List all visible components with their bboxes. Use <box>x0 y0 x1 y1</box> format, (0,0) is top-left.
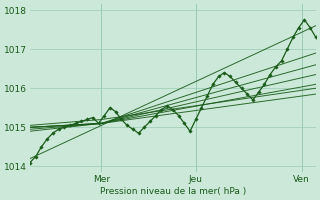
X-axis label: Pression niveau de la mer( hPa ): Pression niveau de la mer( hPa ) <box>100 187 246 196</box>
